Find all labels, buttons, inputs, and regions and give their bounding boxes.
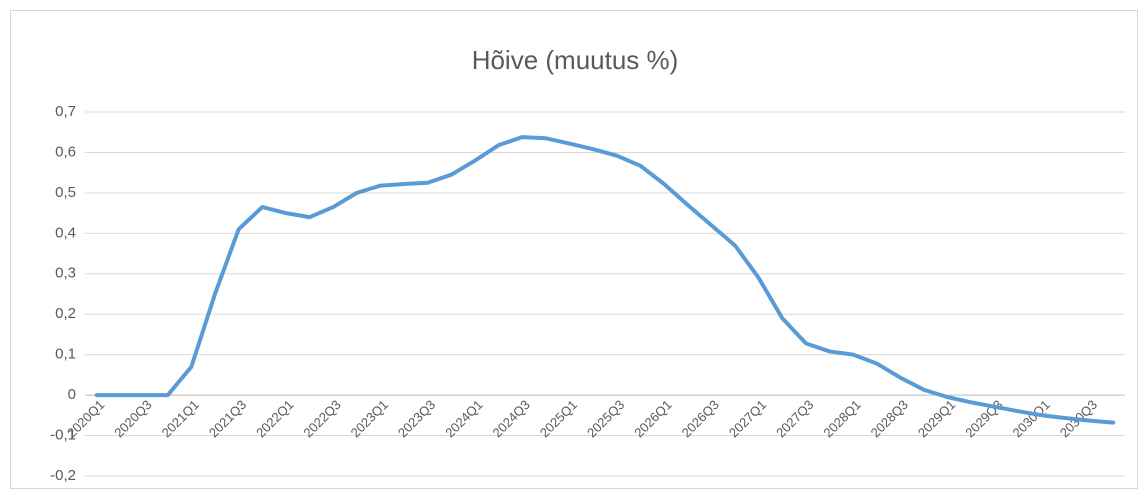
y-tick-label: 0,7 [55, 103, 76, 120]
chart-title: Hõive (muutus %) [472, 45, 679, 75]
y-tick-label: 0,4 [55, 224, 76, 241]
chart-frame [10, 10, 1138, 489]
y-tick-label: -0,2 [50, 467, 76, 484]
y-tick-label: 0,5 [55, 184, 76, 201]
y-tick-label: 0,3 [55, 265, 76, 282]
y-tick-label: 0,1 [55, 346, 76, 363]
y-tick-label: 0,2 [55, 305, 76, 322]
y-tick-label: 0,6 [55, 143, 76, 160]
line-series [94, 135, 1116, 425]
y-tick-label: 0 [68, 386, 76, 403]
y-tick-label: -0,1 [50, 427, 76, 444]
